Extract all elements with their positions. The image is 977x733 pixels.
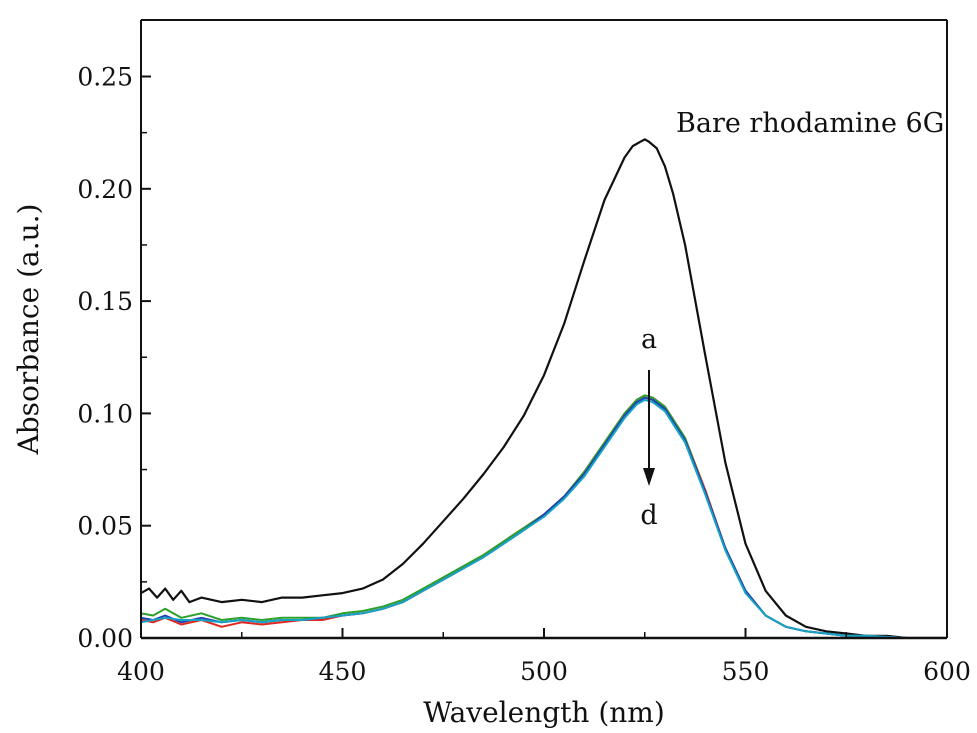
series-line-4	[141, 398, 947, 638]
x-tick-label: 400	[117, 657, 165, 686]
x-axis-title: Wavelength (nm)	[423, 696, 665, 729]
y-tick-label: 0.05	[77, 512, 133, 541]
y-tick-label: 0.20	[77, 175, 133, 204]
series-line-0	[141, 138, 947, 638]
arrow-start-label: a	[641, 324, 657, 355]
y-tick-label: 0.10	[77, 399, 133, 428]
y-axis-title: Absorbance (a.u.)	[12, 204, 45, 456]
y-tick-label: 0.00	[77, 624, 133, 653]
bare-rhodamine-label: Bare rhodamine 6G	[676, 108, 944, 139]
x-tick-label: 600	[923, 657, 971, 686]
down-arrow-head	[643, 468, 655, 486]
series-layer	[141, 138, 947, 638]
x-tick-label: 500	[520, 657, 568, 686]
x-tick-label: 550	[722, 657, 770, 686]
arrow-end-label: d	[640, 500, 657, 531]
x-tick-label: 450	[319, 657, 367, 686]
axes-layer: 400 450 500 550 600 0.00 0.05 0.10 0.15 0.20 0.25	[77, 19, 971, 686]
y-tick-label: 0.15	[77, 287, 133, 316]
annotation-layer	[643, 370, 655, 486]
y-tick-label: 0.25	[77, 63, 133, 92]
